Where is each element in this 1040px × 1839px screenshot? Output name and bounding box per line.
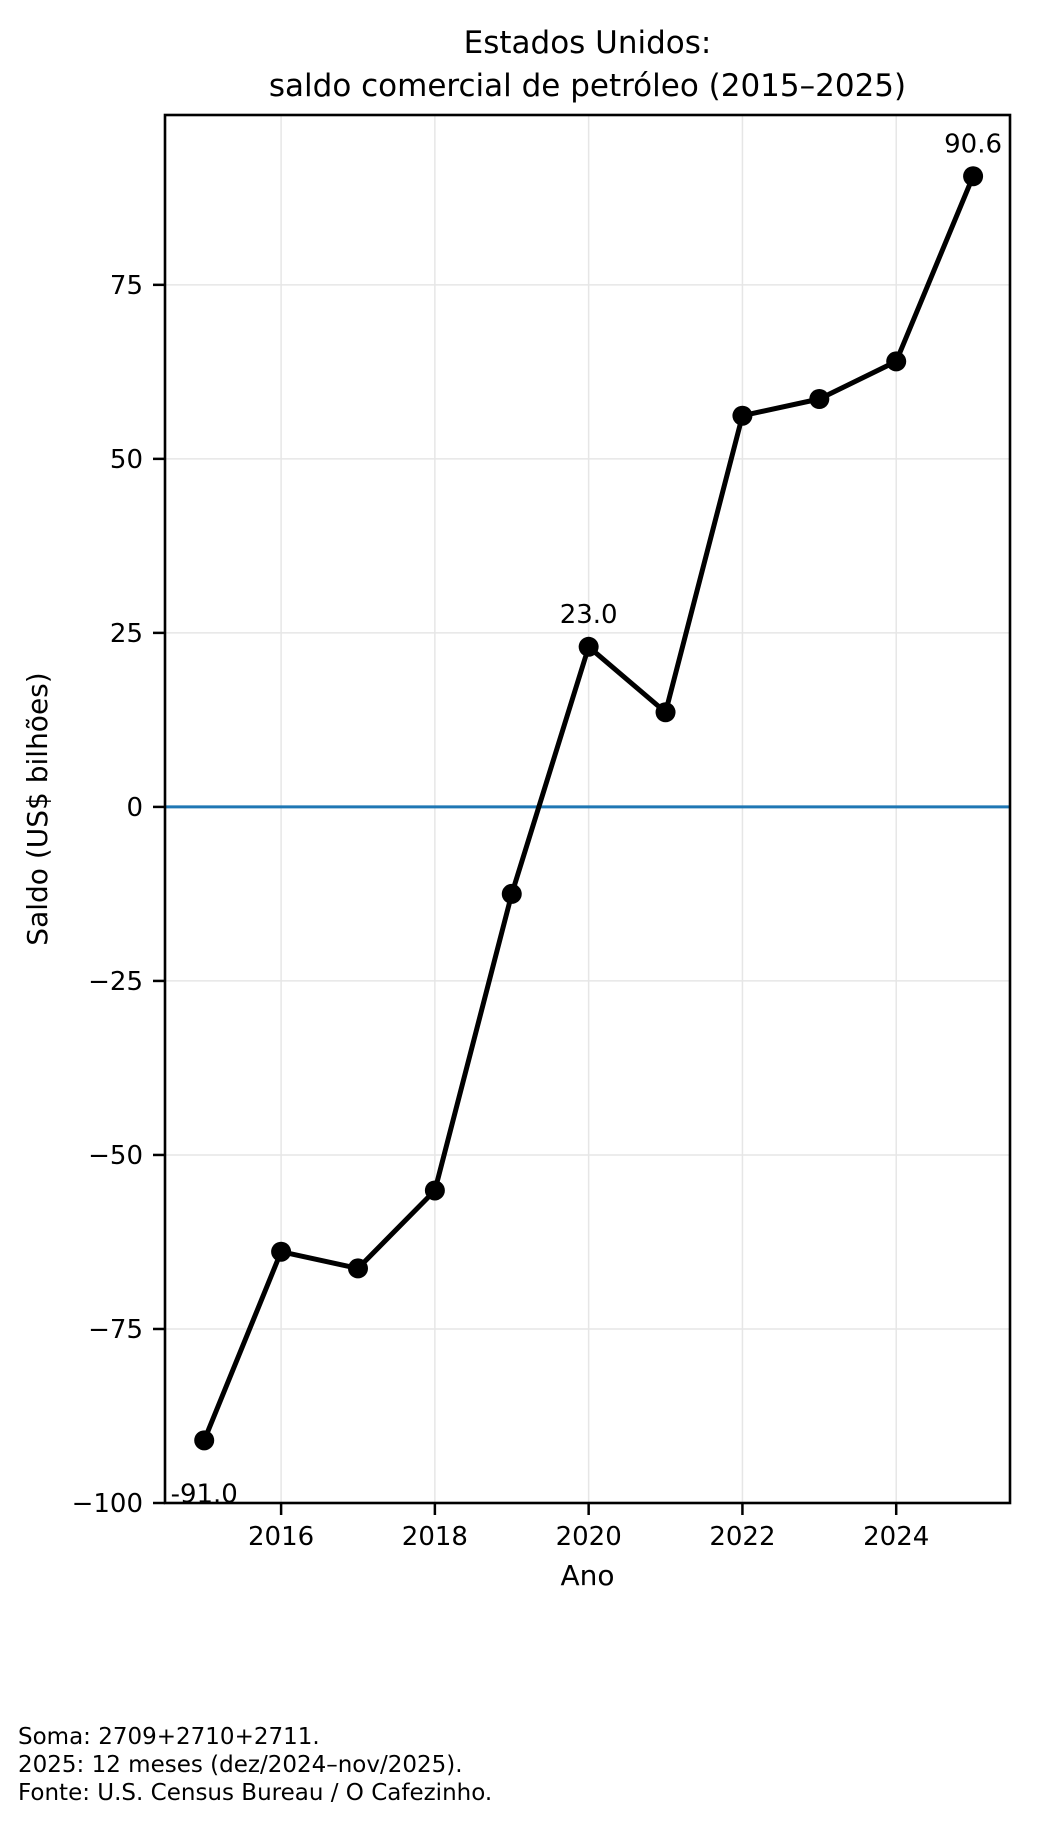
data-point [886, 351, 907, 372]
y-tick-label: 50 [110, 445, 143, 475]
chart-title-line1: Estados Unidos: [463, 25, 712, 61]
y-tick-label: −50 [88, 1141, 143, 1171]
point-value-label: -91.0 [171, 1479, 238, 1509]
data-point [732, 405, 753, 426]
data-point [424, 1180, 445, 1201]
data-point [501, 883, 522, 904]
data-point [271, 1241, 292, 1262]
footer-note-soma: Soma: 2709+2710+2711. [18, 1724, 320, 1750]
footer-note-fonte: Fonte: U.S. Census Bureau / O Cafezinho. [18, 1780, 493, 1806]
data-point [655, 702, 676, 723]
y-tick-label: 0 [126, 793, 143, 823]
x-tick-label: 2022 [709, 1522, 775, 1552]
y-tick-label: 25 [110, 619, 143, 649]
data-point [963, 166, 984, 187]
footer-notes: Soma: 2709+2710+2711. 2025: 12 meses (de… [18, 1723, 492, 1807]
x-axis-label: Ano [560, 1559, 614, 1592]
point-value-label: 90.6 [944, 129, 1002, 159]
plot-border [163, 113, 1012, 1505]
data-point [347, 1258, 368, 1279]
y-axis-label: Saldo (US$ bilhões) [21, 672, 54, 945]
x-tick-label: 2016 [248, 1522, 314, 1552]
y-tick-label: −25 [88, 967, 143, 997]
point-value-label: 23.0 [560, 600, 618, 630]
x-tick-label: 2018 [402, 1522, 468, 1552]
footer-note-2025: 2025: 12 meses (dez/2024–nov/2025). [18, 1752, 463, 1778]
y-tick-label: 75 [110, 271, 143, 301]
x-tick-label: 2020 [556, 1522, 622, 1552]
chart-title-line2: saldo comercial de petróleo (2015–2025) [268, 68, 907, 104]
data-point [578, 636, 599, 657]
chart-title: Estados Unidos: saldo comercial de petró… [165, 22, 1010, 108]
x-tick-label: 2024 [863, 1522, 929, 1552]
data-point [809, 389, 830, 410]
data-point [194, 1430, 215, 1451]
y-tick-label: −75 [88, 1315, 143, 1345]
y-tick-label: −100 [72, 1489, 143, 1519]
